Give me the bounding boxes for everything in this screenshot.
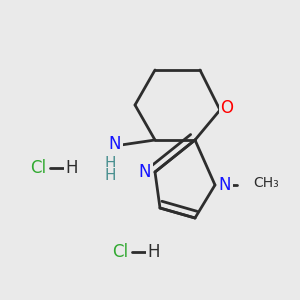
Text: N: N [139,163,151,181]
Text: H: H [148,243,160,261]
Text: H: H [104,157,116,172]
Text: Cl: Cl [112,243,128,261]
Text: N: N [109,135,121,153]
Text: CH₃: CH₃ [253,176,279,190]
Text: N: N [219,176,231,194]
Text: H: H [66,159,78,177]
Text: O: O [220,99,233,117]
Text: Cl: Cl [30,159,46,177]
Text: H: H [104,169,116,184]
